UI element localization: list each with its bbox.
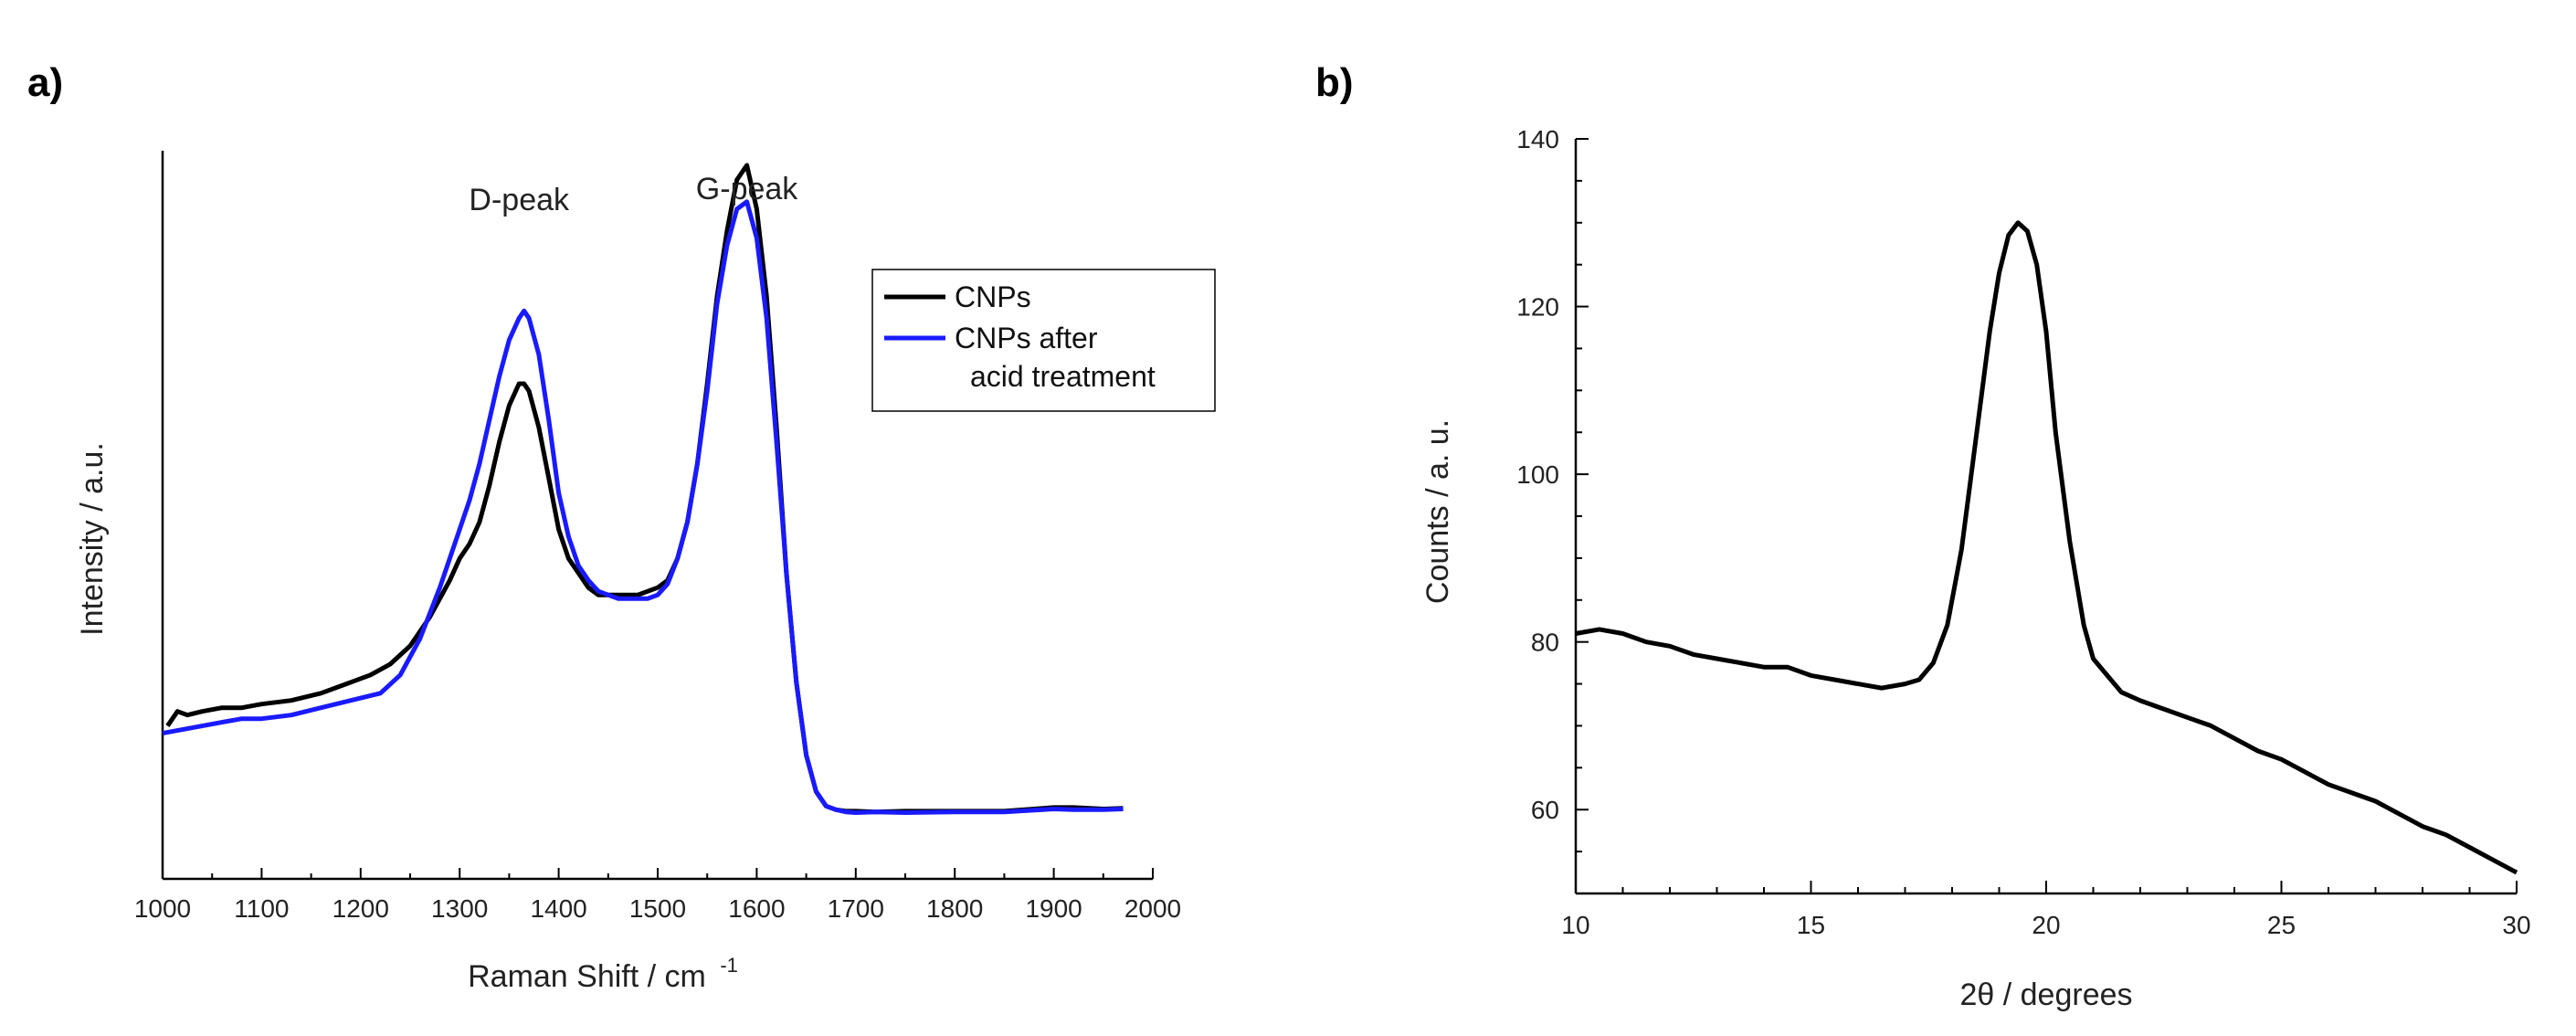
xrd-y-tick-label: 140 <box>1516 125 1559 153</box>
raman-series <box>162 163 1124 815</box>
raman-x-tick-label: 1400 <box>530 894 586 923</box>
xrd-x-tick-label: 10 <box>1561 911 1589 939</box>
raman-x-tick-label: 1700 <box>828 894 884 923</box>
xrd-axes <box>1574 139 2517 895</box>
raman-y-axis-title: Intensity / a.u. <box>75 442 110 636</box>
panel-label-a: a) <box>27 60 63 105</box>
xrd-x-tick-label: 25 <box>2267 911 2296 939</box>
xrd-series <box>1575 220 2518 875</box>
xrd-y-tick-label: 100 <box>1516 460 1559 489</box>
series-cnps-line <box>165 163 1124 815</box>
xrd-y-tick-label: 120 <box>1516 293 1559 322</box>
raman-x-ticks: 1000 1100 1200 1300 1400 1500 1600 1700 1800 1900… <box>134 868 1181 923</box>
xrd-x-tick-label: 30 <box>2502 911 2530 939</box>
raman-x-tick-label: 1300 <box>431 894 488 923</box>
raman-axes <box>161 151 1153 881</box>
xrd-panel: b) Counts / a. u. 2θ / degrees 10 15 20 25 3… <box>1315 60 2531 1012</box>
raman-x-axis-superscript: -1 <box>720 954 738 977</box>
xrd-y-tick-label: 80 <box>1531 629 1559 657</box>
panel-label-b: b) <box>1315 60 1354 105</box>
raman-x-tick-label: 1500 <box>629 894 686 923</box>
xrd-x-tick-label: 20 <box>2032 911 2060 939</box>
legend-label-acid-line2: acid treatment <box>970 360 1156 393</box>
annotation-d-peak: D-peak <box>469 183 570 217</box>
xrd-y-axis-title: Counts / a. u. <box>1420 419 1455 604</box>
legend-label-cnps: CNPs <box>955 280 1031 313</box>
raman-x-tick-label: 1100 <box>234 894 289 923</box>
series-cnps-acid-line <box>162 199 1124 815</box>
xrd-x-axis-title: 2θ / degrees <box>1959 978 2132 1012</box>
xrd-ticks: 10 15 20 25 30 60 80 100 120 140 <box>1516 125 2530 939</box>
raman-x-tick-label: 2000 <box>1124 894 1181 923</box>
legend-label-acid: CNPs after acid treatment <box>955 322 1156 393</box>
raman-panel: a) Intensity / a.u. Raman Shift / cm -1 … <box>27 60 1216 994</box>
raman-x-tick-label: 1600 <box>728 894 785 923</box>
raman-x-axis-title: Raman Shift / cm <box>468 959 706 994</box>
annotation-g-peak: G-peak <box>696 172 798 206</box>
raman-x-tick-label: 1900 <box>1025 894 1082 923</box>
raman-legend: CNPs CNPs after acid treatment <box>871 269 1216 412</box>
raman-x-tick-label: 1000 <box>134 894 191 923</box>
series-xrd-line <box>1575 220 2518 875</box>
raman-annotations: D-peak G-peak <box>469 172 798 217</box>
raman-x-tick-label: 1200 <box>333 894 389 923</box>
xrd-y-tick-label: 60 <box>1531 796 1559 824</box>
legend-label-acid-line1: CNPs after <box>955 322 1098 354</box>
raman-x-axis-title-group: Raman Shift / cm -1 <box>468 954 738 994</box>
xrd-x-tick-label: 15 <box>1797 911 1825 939</box>
raman-x-tick-label: 1800 <box>926 894 983 923</box>
